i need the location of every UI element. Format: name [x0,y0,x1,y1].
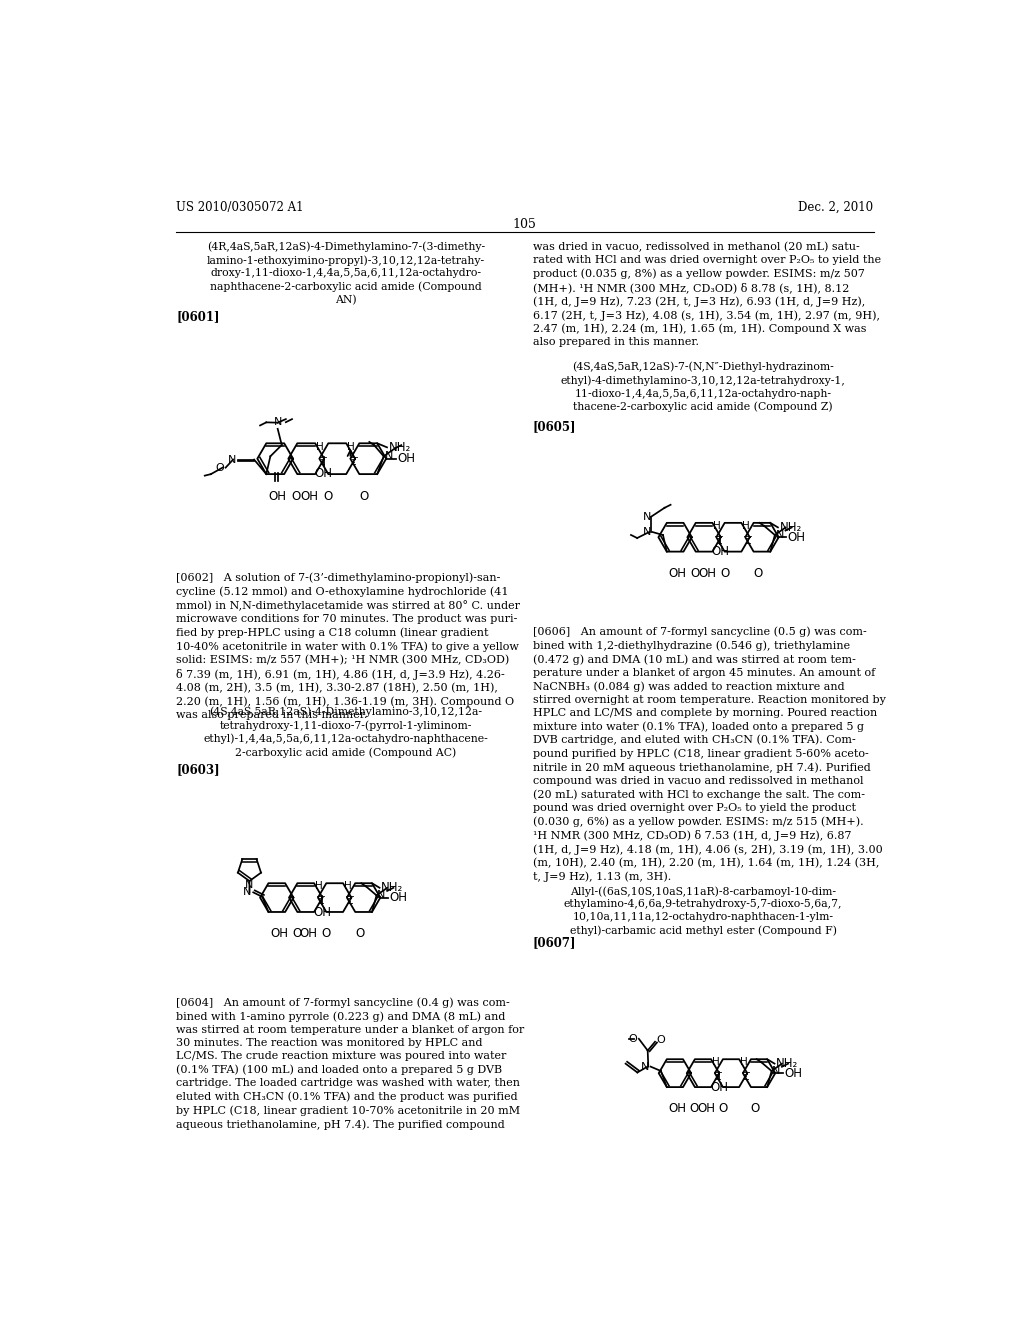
Text: N: N [772,1067,780,1076]
Text: N: N [273,417,282,428]
Text: O: O [322,927,331,940]
Text: O: O [689,1102,698,1114]
Text: OH: OH [300,490,318,503]
Text: O: O [291,490,300,503]
Text: O: O [751,1102,760,1114]
Text: O: O [754,566,763,579]
Text: OH: OH [313,906,331,919]
Text: NH₂: NH₂ [779,521,802,533]
Text: N: N [246,880,254,890]
Text: H: H [316,442,324,453]
Text: O: O [215,462,224,473]
Text: O: O [324,490,333,503]
Text: N: N [377,891,386,900]
Text: N: N [228,454,237,465]
Text: OH: OH [712,545,729,558]
Text: US 2010/0305072 A1: US 2010/0305072 A1 [176,201,303,214]
Text: OH: OH [389,891,408,904]
Text: OH: OH [397,453,416,465]
Text: O: O [718,1102,727,1114]
Text: NH₂: NH₂ [388,441,411,454]
Text: H: H [712,1057,719,1067]
Text: [0606]   An amount of 7-formyl sancycline (0.5 g) was com-
bined with 1,2-diethy: [0606] An amount of 7-formyl sancycline … [532,627,886,882]
Text: O: O [690,566,699,579]
Text: [0604]   An amount of 7-formyl sancycline (0.4 g) was com-
bined with 1-amino py: [0604] An amount of 7-formyl sancycline … [176,998,524,1130]
Text: N: N [642,527,651,537]
Text: NH₂: NH₂ [381,882,403,894]
Text: OH: OH [698,566,716,579]
Text: OH: OH [669,1102,686,1114]
Text: (4S,4aS,5aR,12aS)-7-(N,N″-Diethyl-hydrazinom-
ethyl)-4-dimethylamino-3,10,12,12a: (4S,4aS,5aR,12aS)-7-(N,N″-Diethyl-hydraz… [560,362,846,412]
Text: O: O [292,927,301,940]
Text: [0605]: [0605] [532,420,577,433]
Text: OH: OH [270,927,288,940]
Text: NH₂: NH₂ [776,1057,799,1071]
Text: H: H [344,882,351,891]
Text: H: H [347,442,355,453]
Text: O: O [355,927,365,940]
Text: H: H [742,521,750,531]
Text: OH: OH [314,467,333,480]
Text: O: O [629,1034,637,1044]
Text: N: N [775,531,784,540]
Text: O: O [656,1035,666,1045]
Text: [0603]: [0603] [176,763,220,776]
Text: OH: OH [710,1081,728,1094]
Text: Dec. 2, 2010: Dec. 2, 2010 [799,201,873,214]
Text: OH: OH [268,490,287,503]
Text: OH: OH [784,1067,802,1080]
Text: N: N [244,887,252,898]
Text: H: H [713,521,721,531]
Text: N: N [384,451,393,461]
Text: OH: OH [787,531,806,544]
Text: O: O [720,566,729,579]
Text: OH: OH [669,566,686,579]
Text: was dried in vacuo, redissolved in methanol (20 mL) satu-
rated with HCl and was: was dried in vacuo, redissolved in metha… [532,242,881,347]
Text: N: N [641,1061,649,1072]
Text: Allyl-((6aS,10S,10aS,11aR)-8-carbamoyl-10-dim-
ethylamino-4,6,6a,9-tetrahydroxy-: Allyl-((6aS,10S,10aS,11aR)-8-carbamoyl-1… [564,886,843,936]
Text: N: N [642,512,651,521]
Text: (4S,4aS,5aR,12aS)-4-Dimethylamino-3,10,12,12a-
tetrahydroxy-1,11-dioxo-7-(pyrrol: (4S,4aS,5aR,12aS)-4-Dimethylamino-3,10,1… [204,706,488,758]
Text: [0607]: [0607] [532,936,577,949]
Text: (4R,4aS,5aR,12aS)-4-Dimethylamino-7-(3-dimethy-
lamino-1-ethoxyimino-propyl)-3,1: (4R,4aS,5aR,12aS)-4-Dimethylamino-7-(3-d… [207,242,484,305]
Text: [0602]   A solution of 7-(3’-dimethylamino-propionyl)-san-
cycline (5.12 mmol) a: [0602] A solution of 7-(3’-dimethylamino… [176,573,520,721]
Text: O: O [359,490,369,503]
Text: [0601]: [0601] [176,310,219,323]
Text: OH: OH [697,1102,715,1114]
Text: OH: OH [300,927,317,940]
Text: 105: 105 [513,218,537,231]
Text: H: H [739,1057,748,1067]
Text: H: H [314,882,323,891]
